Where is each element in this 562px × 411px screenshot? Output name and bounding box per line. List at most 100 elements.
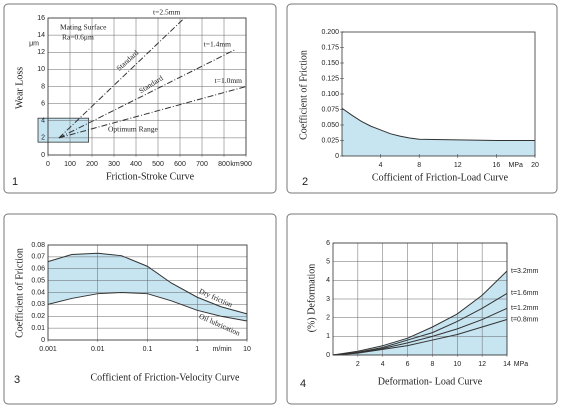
chart-title: Friction-Stroke Curve — [106, 171, 195, 182]
y-unit: μm — [29, 41, 39, 48]
series-line — [332, 270, 508, 356]
x-unit: m/min — [213, 346, 232, 353]
x-tick-label: 100 — [64, 161, 76, 168]
plot-frame — [47, 17, 247, 156]
x-tick-label: 0 — [46, 161, 50, 168]
y-tick-label: 0 — [326, 352, 330, 359]
x-tick-label: 500 — [152, 161, 164, 168]
panel — [3, 3, 277, 194]
panel — [286, 3, 558, 194]
x-tick-label: 2 — [356, 361, 360, 368]
x-tick-label: 8 — [417, 162, 421, 169]
annotation: Mating Surface — [60, 23, 107, 32]
y-tick-label: 0.06 — [31, 266, 45, 273]
plot-frame — [341, 31, 536, 157]
series-line — [47, 291, 248, 322]
x-tick-label: 10 — [243, 346, 251, 353]
y-tick-label: 0.125 — [321, 75, 339, 82]
y-tick-label: 0.050 — [321, 122, 339, 129]
plot-frame — [47, 244, 248, 341]
series-line — [332, 319, 508, 356]
series-label: t=0.8mm — [511, 316, 539, 323]
y-tick-label: 1 — [326, 333, 330, 340]
y-tick-label: 4 — [41, 118, 45, 125]
x-tick-label: 4 — [379, 162, 383, 169]
area-fill — [342, 108, 535, 156]
x-unit: km — [230, 161, 240, 168]
chart-title: Deformation- Load Curve — [378, 376, 483, 387]
series-line — [47, 252, 248, 315]
chart-title: Cofficient of Friction-Load Curve — [372, 172, 509, 183]
y-tick-label: 3 — [326, 296, 330, 303]
panel — [286, 213, 558, 405]
y-tick-label: 0.01 — [31, 325, 45, 332]
y-axis-label: (%) Deformation — [306, 264, 317, 333]
y-tick-label: 5 — [326, 259, 330, 266]
y-tick-label: 8 — [41, 83, 45, 90]
x-tick-label: 600 — [174, 161, 186, 168]
y-tick-label: 0.025 — [321, 137, 339, 144]
x-tick-label: 0.1 — [143, 346, 153, 353]
x-unit: MPa — [508, 162, 523, 169]
x-tick-label: 10 — [453, 361, 461, 368]
y-tick-label: 0 — [335, 153, 339, 160]
y-tick-label: 14 — [37, 32, 45, 39]
panel-number: 3 — [14, 374, 20, 386]
annotation: Optimum Range — [108, 125, 158, 134]
y-axis-label: Coefficient of Friction — [14, 248, 25, 338]
panel-number: 1 — [12, 176, 18, 188]
panel-number: 2 — [302, 176, 308, 188]
y-tick-label: 0.04 — [31, 289, 45, 296]
y-tick-label: 0.07 — [31, 254, 45, 261]
x-tick-label: 1 — [195, 346, 199, 353]
x-tick-label: 14 — [503, 361, 511, 368]
x-tick-label: 8 — [430, 361, 434, 368]
y-axis-label: Wear Loss — [14, 67, 25, 109]
series-label: t=1.2mm — [511, 305, 539, 312]
y-tick-label: 0.05 — [31, 277, 45, 284]
y-tick-label: 2 — [41, 135, 45, 142]
series-line — [58, 17, 185, 139]
y-tick-label: 0.175 — [321, 44, 339, 51]
y-tick-label: 10 — [37, 66, 45, 73]
optimum-region — [37, 117, 89, 143]
x-tick-label: 900 — [240, 161, 252, 168]
series-label: t=1.0mm — [215, 76, 243, 85]
x-tick-label: 800 — [218, 161, 230, 168]
y-tick-label: 2 — [326, 315, 330, 322]
y-tick-label: 0 — [41, 337, 45, 344]
y-tick-label: 0 — [41, 152, 45, 159]
series-line — [332, 292, 508, 356]
series-label: t=2.5mm — [153, 8, 181, 17]
series-line — [341, 107, 535, 141]
x-tick-label: 12 — [454, 162, 462, 169]
y-tick-label: 0.100 — [321, 91, 339, 98]
x-tick-label: 300 — [108, 161, 120, 168]
x-tick-label: 200 — [86, 161, 98, 168]
area-fill — [333, 271, 507, 355]
y-tick-label: 12 — [37, 49, 45, 56]
annotation: Standard — [114, 48, 140, 73]
chart-title: Cofficient of Friction-Velocity Curve — [91, 372, 241, 383]
x-tick-label: 20 — [531, 162, 539, 169]
series-label: t=3.2mm — [511, 268, 539, 275]
y-tick-label: 0.08 — [31, 242, 45, 249]
y-tick-label: 6 — [326, 240, 330, 247]
x-tick-label: 16 — [493, 162, 501, 169]
y-tick-label: 0.150 — [321, 60, 339, 67]
plot-frame — [332, 242, 508, 356]
y-tick-label: 4 — [326, 277, 330, 284]
y-tick-label: 16 — [37, 15, 45, 22]
series-label: t=1.6mm — [511, 290, 539, 297]
panel-number: 4 — [300, 378, 306, 390]
series-label: t=1.4mm — [204, 39, 232, 48]
series-line — [58, 86, 247, 139]
panel — [3, 213, 277, 405]
x-unit: MPa — [514, 361, 529, 368]
y-tick-label: 6 — [41, 100, 45, 107]
y-tick-label: 0.075 — [321, 106, 339, 113]
y-tick-label: 0.200 — [321, 29, 339, 36]
y-tick-label: 0.03 — [31, 301, 45, 308]
x-tick-label: 12 — [478, 361, 486, 368]
